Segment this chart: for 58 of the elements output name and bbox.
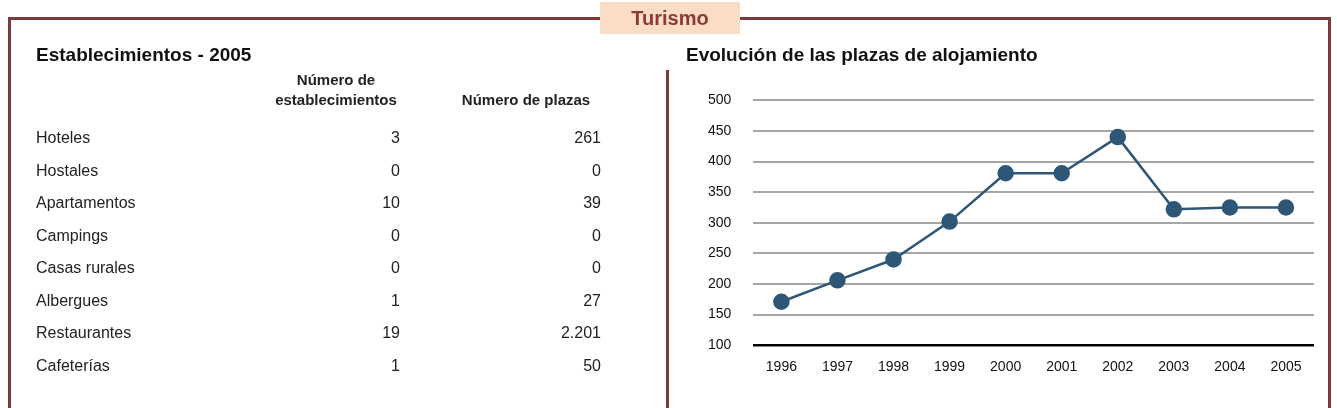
x-tick-label: 1998 — [877, 358, 910, 375]
data-label: 0 — [390, 225, 401, 246]
point — [1053, 164, 1070, 182]
point — [941, 213, 958, 230]
data-label: 39 — [582, 193, 602, 214]
data-label: 0 — [591, 160, 602, 181]
data-label: 1 — [390, 355, 401, 376]
y-tick-label: 250 — [708, 244, 732, 261]
point — [1165, 201, 1183, 218]
category-label: Restaurantes — [36, 323, 133, 344]
data-label: 1 — [390, 290, 401, 311]
category-label: Hostales — [36, 160, 100, 181]
y-tick-label: 150 — [708, 305, 732, 322]
category-label: Apartamentos — [36, 193, 137, 214]
x-tick-label: 2000 — [990, 358, 1022, 375]
data-label: 261 — [573, 128, 602, 149]
data-label: 27 — [582, 290, 602, 311]
x-tick-label: 1999 — [934, 358, 966, 375]
point — [885, 251, 902, 268]
category-label: Casas rurales — [36, 258, 136, 279]
text: Número de plazas — [460, 90, 592, 110]
data-label: 0 — [591, 225, 602, 246]
point — [997, 164, 1014, 182]
category-label: Cafeterías — [36, 355, 111, 376]
point — [1221, 199, 1239, 216]
x-tick-label: 2002 — [1102, 358, 1134, 375]
point — [1277, 199, 1295, 216]
point — [1109, 128, 1127, 146]
text: Establecimientos - 2005 — [36, 44, 253, 66]
data-label: 0 — [390, 258, 401, 279]
data-label: 19 — [381, 323, 401, 344]
y-tick-label: 100 — [708, 336, 732, 353]
chart-title: Evolución de las plazas de alojamiento — [686, 44, 1039, 66]
y-tick-label: 200 — [708, 274, 732, 291]
x-tick-label: 2001 — [1046, 358, 1078, 375]
x-tick-label: 2005 — [1270, 358, 1302, 375]
text: Turismo — [600, 2, 740, 34]
data-label: 50 — [582, 355, 602, 376]
data-label: 2.201 — [559, 323, 602, 344]
category-label: Albergues — [36, 290, 110, 311]
y-tick-label: 350 — [708, 183, 732, 200]
text: Número de establecimientos — [274, 70, 398, 110]
x-tick-label: 2004 — [1214, 358, 1246, 375]
y-tick-label: 400 — [708, 152, 732, 169]
y-tick-label: 500 — [708, 91, 732, 108]
x-tick-label: 1997 — [821, 358, 854, 375]
x-tick-label: 2003 — [1158, 358, 1190, 375]
category-label: Campings — [36, 225, 110, 246]
data-label: 0 — [390, 160, 401, 181]
x-tick-label: 1996 — [765, 358, 798, 375]
data-label: 3 — [390, 128, 401, 149]
y-tick-label: 300 — [708, 213, 732, 230]
y-tick-label: 450 — [708, 121, 732, 138]
point — [829, 272, 846, 289]
point — [773, 293, 790, 310]
category-label: Hoteles — [36, 128, 92, 149]
data-label: 10 — [381, 193, 401, 214]
data-label: 0 — [591, 258, 602, 279]
